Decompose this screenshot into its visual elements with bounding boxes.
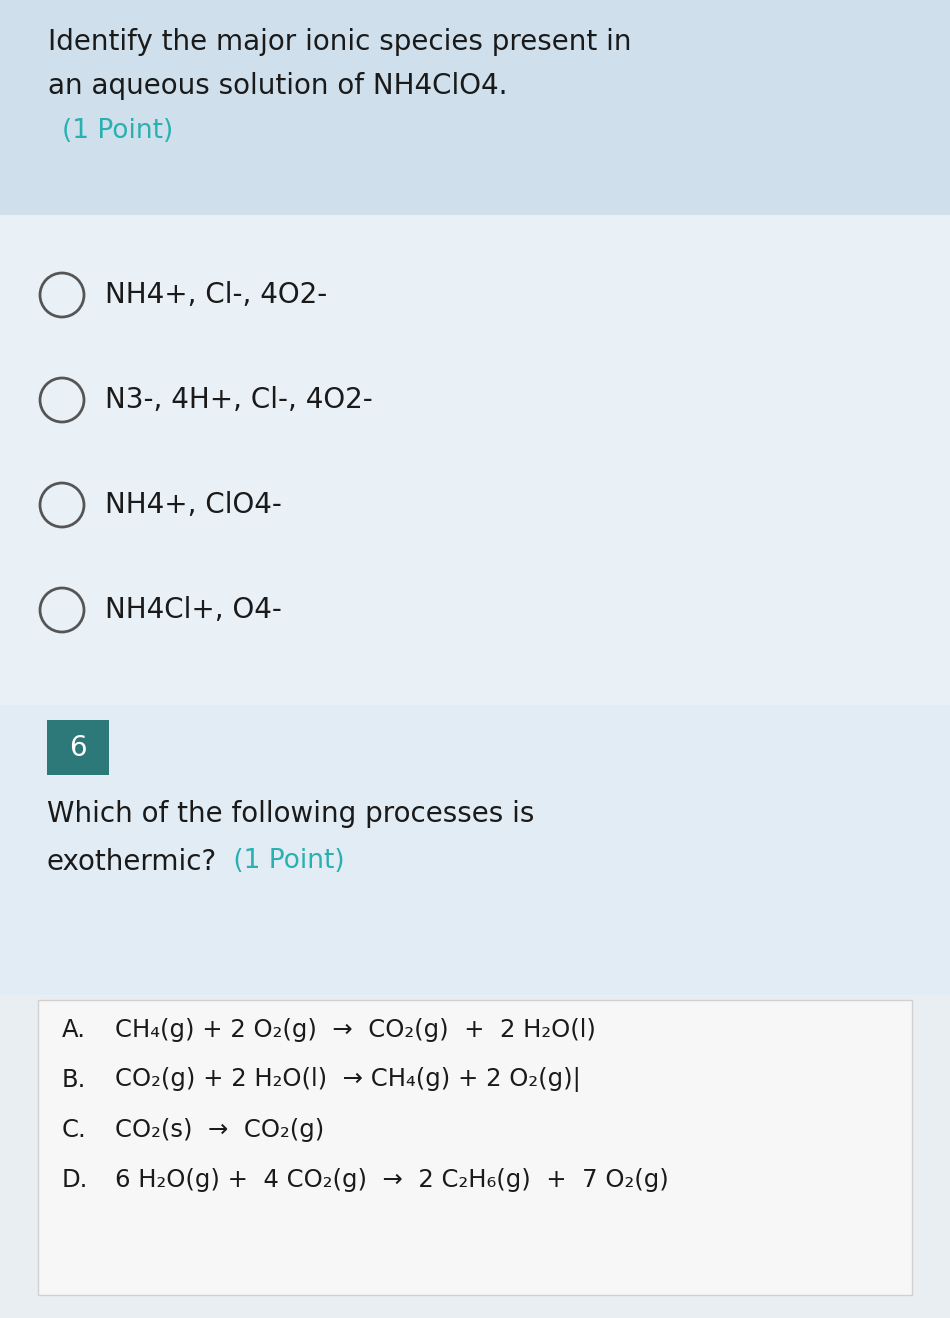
Text: CH₄(g) + 2 O₂(g)  →  CO₂(g)  +  2 H₂O(l): CH₄(g) + 2 O₂(g) → CO₂(g) + 2 H₂O(l) [115, 1017, 596, 1043]
Text: A.: A. [62, 1017, 86, 1043]
Text: N3-, 4H+, Cl-, 4O2-: N3-, 4H+, Cl-, 4O2- [105, 386, 372, 414]
Text: an aqueous solution of NH4ClO4.: an aqueous solution of NH4ClO4. [48, 72, 507, 100]
Text: Identify the major ionic species present in: Identify the major ionic species present… [48, 28, 632, 55]
Text: exothermic?: exothermic? [47, 847, 218, 876]
Text: B.: B. [62, 1068, 86, 1093]
Text: (1 Point): (1 Point) [62, 119, 173, 144]
Bar [0, 705, 950, 995]
Text: NH4+, ClO4-: NH4+, ClO4- [105, 492, 282, 519]
Text: CO₂(g) + 2 H₂O(l)  → CH₄(g) + 2 O₂(g)|: CO₂(g) + 2 H₂O(l) → CH₄(g) + 2 O₂(g)| [115, 1068, 580, 1093]
Bar [0, 0, 950, 215]
Bar [47, 720, 109, 775]
Text: Which of the following processes is: Which of the following processes is [47, 800, 534, 828]
Text: (1 Point): (1 Point) [225, 847, 345, 874]
Bar [0, 215, 950, 705]
Text: 6 H₂O(g) +  4 CO₂(g)  →  2 C₂H₆(g)  +  7 O₂(g): 6 H₂O(g) + 4 CO₂(g) → 2 C₂H₆(g) + 7 O₂(g… [115, 1168, 669, 1191]
Text: C.: C. [62, 1118, 86, 1141]
Text: 6: 6 [69, 734, 86, 762]
Text: NH4+, Cl-, 4O2-: NH4+, Cl-, 4O2- [105, 281, 327, 308]
Bar [38, 1000, 912, 1296]
Text: CO₂(s)  →  CO₂(g): CO₂(s) → CO₂(g) [115, 1118, 324, 1141]
Text: D.: D. [62, 1168, 88, 1191]
Text: NH4Cl+, O4-: NH4Cl+, O4- [105, 596, 282, 623]
